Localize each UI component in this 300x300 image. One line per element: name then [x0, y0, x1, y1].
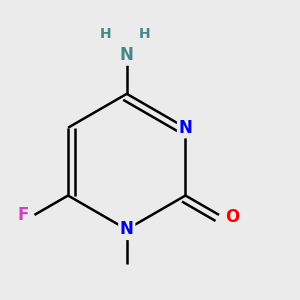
- Text: F: F: [17, 206, 28, 224]
- Text: N: N: [178, 119, 192, 137]
- Text: N: N: [120, 46, 134, 64]
- Text: H: H: [100, 27, 111, 41]
- Text: H: H: [138, 27, 150, 41]
- Text: N: N: [120, 220, 134, 238]
- Text: O: O: [226, 208, 240, 226]
